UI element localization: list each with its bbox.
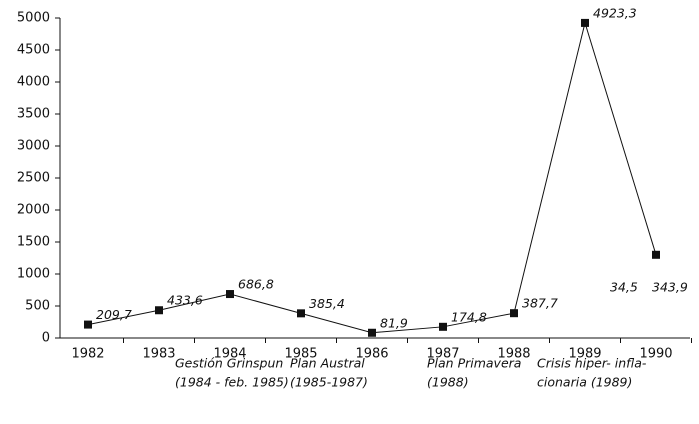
period-label: Gestión Grinspun — [175, 356, 283, 371]
annotation: 34,5 — [610, 279, 638, 294]
x-tick-label: 1988 — [497, 347, 530, 362]
data-label: 387,7 — [522, 296, 558, 311]
y-tick-label: 0 — [42, 331, 50, 346]
period-label: Plan Austral — [290, 356, 365, 371]
y-tick-label: 2500 — [17, 171, 50, 186]
y-tick-label: 5000 — [17, 11, 50, 26]
marker — [226, 290, 234, 299]
marker — [510, 309, 518, 318]
data-label: 209,7 — [96, 307, 132, 322]
line — [87, 21, 657, 334]
marker — [297, 309, 305, 318]
marker — [581, 18, 589, 27]
marker — [84, 320, 92, 329]
x-tick-label: 1986 — [355, 347, 388, 362]
data-label: 385,4 — [309, 296, 345, 311]
y-tick-label: 3500 — [17, 107, 50, 122]
x-tick-label: 1987 — [426, 347, 459, 362]
data-label: 174,8 — [451, 309, 487, 324]
y-tick-label: 4500 — [17, 43, 50, 58]
data-label: 4923,3 — [593, 5, 637, 20]
x-tick-label: 1984 — [213, 347, 246, 362]
y-tick-label: 1500 — [17, 235, 50, 250]
data-label: 686,8 — [238, 277, 274, 292]
period-label: (1988) — [427, 375, 469, 390]
y-tick-label: 2000 — [17, 203, 50, 218]
annotation: 343,9 — [652, 279, 688, 294]
y-tick-label: 1000 — [17, 267, 50, 282]
x-tick-label: 1982 — [71, 347, 104, 362]
data-label: 81,9 — [380, 315, 408, 330]
marker — [652, 250, 660, 259]
marker — [155, 306, 163, 315]
period-label: cionaria (1989) — [537, 375, 632, 390]
period-label: (1984 - feb. 1985) — [175, 375, 289, 390]
x-tick-label: 1989 — [568, 347, 601, 362]
data-label: 433,6 — [167, 293, 203, 308]
x-tick-label: 1985 — [284, 347, 317, 362]
y-tick-label: 4000 — [17, 75, 50, 90]
x-tick-label: 1983 — [142, 347, 175, 362]
marker — [368, 328, 376, 337]
period-label: Crisis hiper- infla- — [537, 356, 647, 371]
period-label: (1985-1987) — [290, 375, 368, 390]
y-tick-label: 3000 — [17, 139, 50, 154]
x-tick-label: 1990 — [639, 347, 672, 362]
y-tick-label: 500 — [25, 299, 50, 314]
marker — [439, 322, 447, 331]
period-label: Plan Primavera — [427, 356, 521, 371]
